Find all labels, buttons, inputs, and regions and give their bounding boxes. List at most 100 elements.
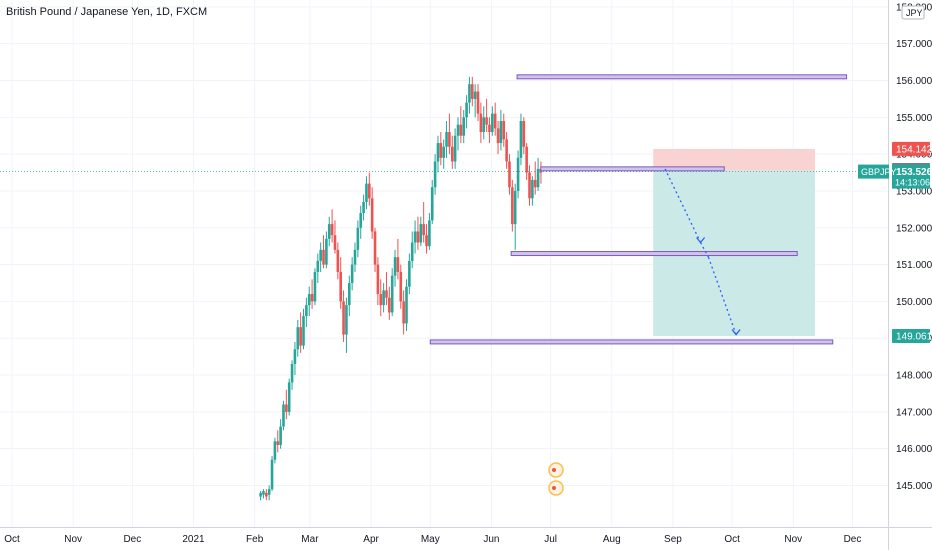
target-price-tag: 149.061: [896, 331, 932, 342]
candle-body: [399, 271, 403, 302]
x-tick-label: 2021: [182, 534, 205, 545]
candle-body: [442, 146, 445, 158]
event-dot-icon: [552, 468, 556, 472]
candle-body: [408, 260, 411, 287]
candle-body: [299, 327, 302, 346]
current-price-tag-bg: [892, 164, 930, 189]
candle-body: [448, 132, 451, 147]
candle-body: [339, 271, 342, 302]
support-resistance-level[interactable]: [510, 251, 798, 257]
candle-body: [282, 404, 285, 427]
x-tick-label: Jun: [483, 534, 499, 545]
candle-body: [293, 349, 297, 364]
candle-body: [479, 113, 483, 133]
candle-body: [531, 179, 534, 199]
candle-body: [356, 227, 360, 250]
candle-body: [290, 364, 294, 383]
candle-body: [439, 143, 443, 158]
candle-body: [533, 179, 537, 188]
candle-body: [428, 220, 431, 247]
candle-body: [528, 172, 531, 199]
current-price-tag: 153.526: [896, 167, 932, 178]
candle-body: [422, 224, 425, 236]
candle-body: [370, 198, 374, 232]
chart-title: British Pound / Japanese Yen, 1D, FXCM: [6, 6, 208, 18]
candle-body: [410, 242, 414, 261]
candle-body: [345, 305, 348, 335]
candle-body: [496, 128, 500, 144]
candle-body: [393, 257, 397, 276]
candle-body: [287, 382, 291, 412]
candle-body: [430, 187, 434, 221]
candle-body: [313, 271, 317, 302]
candle-body: [476, 91, 480, 114]
support-resistance-level[interactable]: [429, 339, 834, 345]
currency-badge-bg[interactable]: [901, 5, 925, 20]
candle-body: [273, 441, 277, 460]
candle-body: [388, 297, 391, 313]
candle-body: [322, 249, 325, 265]
candle-body: [433, 161, 437, 188]
candle-body: [416, 231, 420, 243]
candle-body: [405, 286, 408, 324]
projection-path-segment[interactable]: [707, 257, 737, 335]
candle-body: [445, 132, 448, 147]
candle-body: [516, 157, 520, 191]
candle-body: [465, 102, 468, 118]
candle-body: [336, 249, 340, 272]
target-price-tag-bg: [892, 328, 930, 343]
y-tick-label: 155.000: [896, 113, 932, 124]
support-resistance-level[interactable]: [516, 74, 848, 80]
x-tick-label: Aug: [603, 534, 621, 545]
candle-body: [505, 139, 508, 162]
arrow-head-icon: [696, 237, 706, 244]
candle-body: [536, 168, 540, 188]
support-resistance-level[interactable]: [540, 166, 725, 172]
risk-zone[interactable]: [653, 148, 815, 171]
candle-body: [519, 121, 523, 158]
candle-body: [279, 426, 282, 445]
currency-badge[interactable]: JPY: [906, 8, 923, 18]
y-tick-label: 153.000: [896, 186, 932, 197]
candle-body: [368, 183, 371, 199]
candle-body: [413, 231, 417, 243]
candle-body: [482, 117, 486, 133]
candle-body: [342, 301, 345, 335]
candle-body: [379, 294, 383, 306]
y-tick-label: 145.000: [896, 481, 932, 492]
candle-body: [502, 121, 506, 140]
stop-price-tag: 154.142: [896, 144, 932, 155]
candle-body: [508, 161, 511, 188]
candle-body: [436, 143, 440, 162]
candle-body: [316, 260, 320, 272]
candle-body: [359, 213, 363, 228]
candle-body: [456, 124, 460, 136]
x-tick-label: Mar: [301, 534, 319, 545]
projection-path-segment[interactable]: [664, 168, 702, 243]
x-tick-label: Oct: [4, 534, 20, 545]
candle-body: [491, 113, 494, 133]
candle-body: [267, 489, 271, 495]
candle-body: [302, 316, 305, 346]
candle-body: [462, 117, 466, 136]
candle-body: [468, 84, 471, 103]
y-tick-label: 157.000: [896, 39, 932, 50]
candle-body: [373, 231, 377, 265]
symbol-tag-bg: [858, 164, 889, 179]
x-tick-label: Dec: [844, 534, 862, 545]
y-tick-label: 148.000: [896, 371, 932, 382]
y-tick-label: 152.000: [896, 223, 932, 234]
candle-body: [493, 113, 497, 129]
candle-body: [382, 290, 385, 306]
x-tick-label: Jul: [544, 534, 557, 545]
candle-body: [396, 257, 400, 272]
candle-body: [390, 275, 394, 313]
candle-body: [276, 441, 280, 445]
candle-body: [402, 301, 405, 324]
x-tick-label: Nov: [64, 534, 82, 545]
candle-body: [522, 121, 526, 147]
candle-body: [310, 294, 314, 302]
x-tick-label: Feb: [246, 534, 264, 545]
